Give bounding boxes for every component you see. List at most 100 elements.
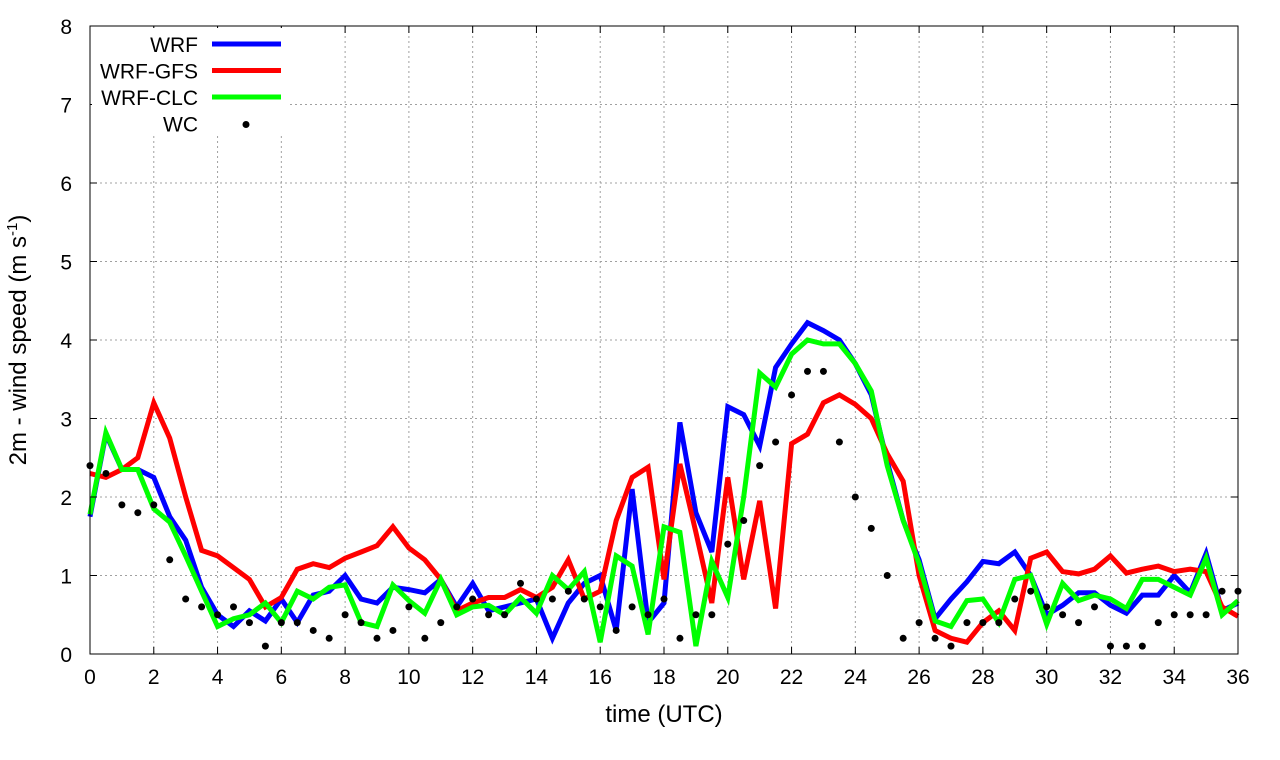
y-tick-label: 6 [60,173,72,196]
x-tick-label: 8 [339,666,351,689]
legend-label-wrf-gfs: WRF-GFS [100,61,198,84]
wc-point [1218,587,1226,595]
wc-point [277,619,285,627]
wc-point [612,626,620,634]
x-tick-label: 20 [716,666,739,689]
wc-point [644,611,652,619]
y-axis-title-close: ) [5,215,32,223]
wc-point [1122,642,1130,650]
wc-point [485,611,493,619]
series-layer [86,319,1242,650]
wc-point [660,595,668,603]
wc-point [373,634,381,642]
wc-point [676,634,684,642]
legend-label-wc: WC [163,114,198,137]
wc-point [756,462,764,470]
wc-point [915,619,923,627]
wc-point [1138,642,1146,650]
legend-label-wrf: WRF [150,34,198,57]
wc-point [198,603,206,611]
x-tick-label: 16 [589,666,612,689]
wrf-gfs-line [89,392,1240,646]
wc-point [692,611,700,619]
wc-point [979,619,987,627]
y-tick-label: 1 [60,566,72,589]
wc-point [309,626,317,634]
wc-point [389,626,397,634]
wc-point [740,517,748,525]
wc-point [102,469,110,477]
wc-point [421,634,429,642]
wc-point [804,367,811,375]
y-tick-label: 8 [60,16,72,39]
x-tick-label: 32 [1099,666,1122,689]
wc-point [708,611,716,619]
wc-point [469,595,477,603]
wc-point [1091,603,1098,611]
wc-point [851,493,859,501]
wc-point [867,524,875,532]
y-tick-label: 7 [60,95,72,118]
wc-point [1027,587,1035,595]
y-axis-title-sup: -1 [4,223,21,236]
wc-point [182,595,190,603]
wrf-line [87,319,1240,645]
plot-frame [89,25,1239,655]
wc-point [357,619,365,627]
wc-point [835,438,843,446]
wc-point [118,501,126,509]
wc-point [580,595,588,603]
x-tick-label: 6 [275,666,287,689]
wc-point [532,595,540,603]
wc-point [214,611,222,619]
wc-point [341,611,349,619]
wc-point [788,391,796,399]
x-tick-label: 30 [1035,666,1058,689]
wc-point [883,572,891,579]
x-tick-label: 14 [525,666,549,689]
x-tick-label: 18 [652,666,675,689]
wc-point [134,509,142,517]
wc-point [1154,619,1162,627]
wc-point [1011,595,1019,603]
y-tick-label: 0 [60,644,72,667]
x-tick-label: 36 [1226,666,1249,689]
wc-point [453,603,461,611]
legend-label-wrf-clc: WRF-CLC [101,87,198,110]
wc-point [261,642,269,650]
wc-point [963,619,971,627]
wc-point [245,619,253,627]
y-tick-label: 3 [60,409,72,432]
wc-point [150,501,158,509]
wc-point [1075,619,1083,627]
x-tick-label: 24 [844,666,868,689]
x-tick-label: 28 [971,666,994,689]
wc-point [517,579,524,587]
wc-point [230,603,237,611]
x-tick-label: 10 [397,666,420,689]
legend: WRF WRF-GFS WRF-CLC WC [92,28,287,137]
ticks: 0 2 4 6 8 10 12 14 16 18 20 22 24 26 28 30 32 34 360123456… [60,16,1249,689]
wc-point [899,634,907,642]
x-axis-title: time (UTC) [605,701,722,728]
wc-point [628,603,636,611]
x-tick-label: 22 [780,666,803,689]
wc-point [548,595,556,603]
wc-point [596,603,604,611]
wc-point [1202,611,1210,619]
x-tick-label: 26 [907,666,930,689]
y-axis-title: 2m - wind speed (m s-1) [4,215,32,466]
y-tick-label: 2 [60,487,72,510]
wc-point [405,603,413,611]
x-tick-label: 0 [84,666,96,689]
y-tick-label: 5 [60,252,72,275]
x-tick-label: 12 [461,666,484,689]
legend-swatch-wc [242,121,250,128]
wc-point [293,619,301,627]
wc-point [995,619,1003,627]
wc-point [325,634,333,642]
wc-point [437,619,445,627]
wc-point [501,611,509,619]
wc-point [1059,611,1067,619]
